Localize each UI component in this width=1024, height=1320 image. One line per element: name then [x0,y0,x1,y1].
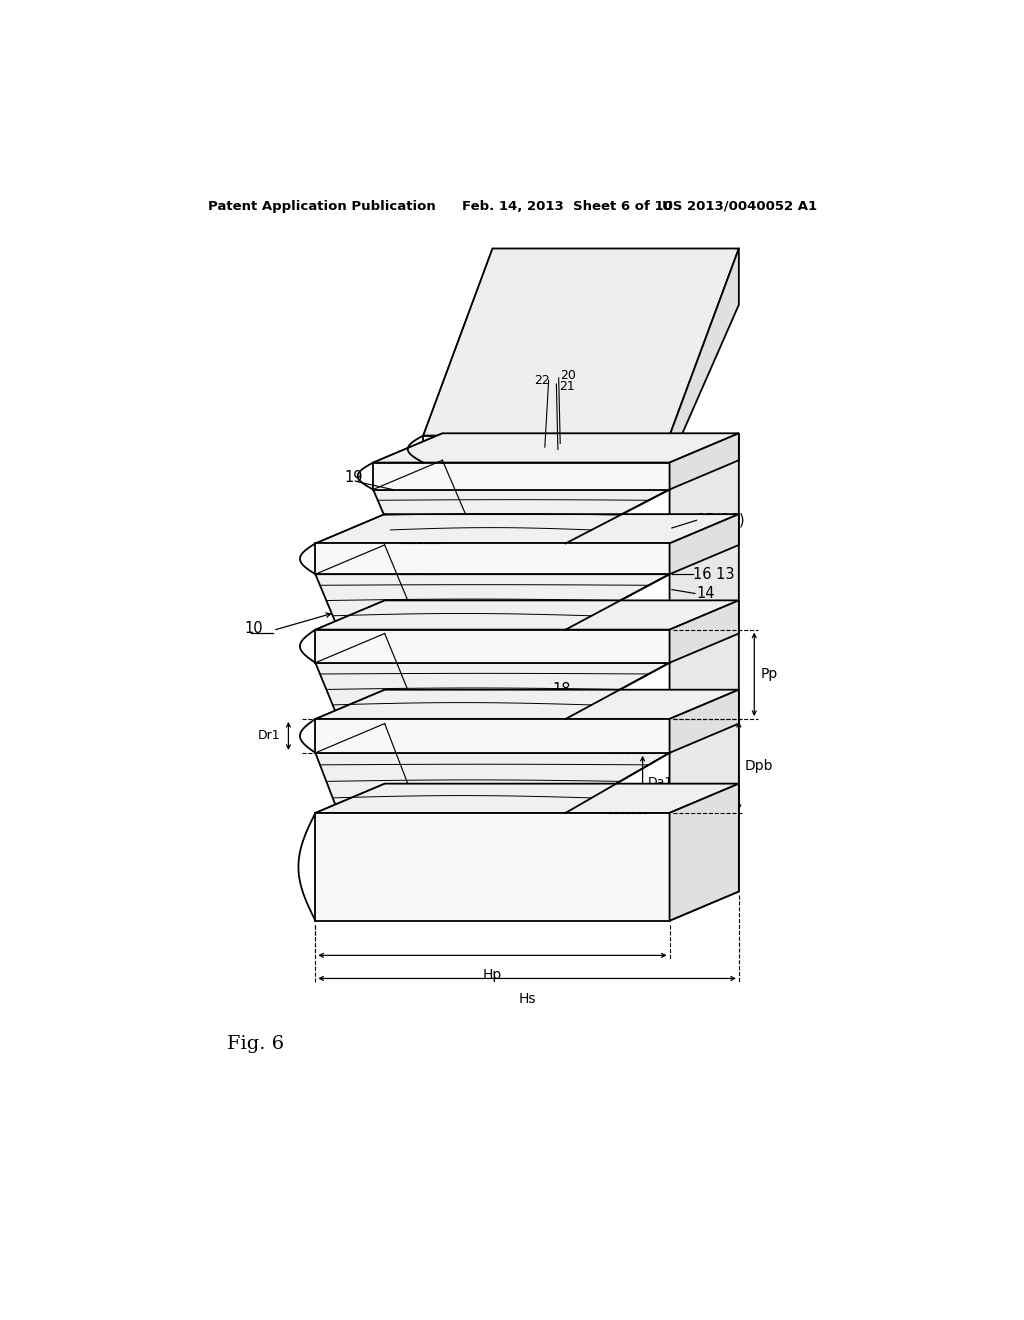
Text: Dpb: Dpb [745,759,773,774]
Text: Pp: Pp [761,668,777,681]
Polygon shape [423,436,670,462]
Text: Feb. 14, 2013  Sheet 6 of 10: Feb. 14, 2013 Sheet 6 of 10 [462,199,673,213]
Polygon shape [373,462,670,490]
Text: H2: H2 [490,548,509,561]
Polygon shape [315,719,670,752]
Text: Dpt: Dpt [403,552,425,565]
Polygon shape [315,630,670,663]
Text: Hs: Hs [518,991,536,1006]
Text: Hp: Hp [483,969,502,982]
Polygon shape [670,689,739,752]
Text: 18: 18 [553,682,571,697]
Polygon shape [670,433,739,921]
Polygon shape [373,433,739,462]
Text: 21: 21 [559,380,575,393]
Text: 20: 20 [560,370,577,381]
Text: 14: 14 [696,586,715,601]
Text: Fig. 6: Fig. 6 [226,1035,284,1053]
Text: 12: 12 [568,692,587,708]
Text: $\theta$2: $\theta$2 [605,475,622,488]
Polygon shape [315,574,670,630]
Text: Dr1: Dr1 [258,730,281,742]
Polygon shape [423,248,739,436]
Polygon shape [670,433,739,490]
Polygon shape [315,813,670,921]
Text: Patent Application Publication: Patent Application Publication [208,199,435,213]
Polygon shape [670,515,739,574]
Polygon shape [670,784,739,921]
Polygon shape [315,752,670,813]
Text: Da1: Da1 [648,776,673,789]
Text: 22: 22 [535,374,550,387]
Polygon shape [315,689,739,719]
Text: 10: 10 [245,620,263,636]
Polygon shape [315,601,739,630]
Polygon shape [315,515,739,544]
Text: 19: 19 [345,470,364,486]
Polygon shape [315,663,670,719]
Polygon shape [670,601,739,663]
Text: 16 13: 16 13 [692,566,734,582]
Text: $\theta$1: $\theta$1 [614,466,631,479]
Polygon shape [670,248,739,462]
Text: US 2013/0040052 A1: US 2013/0040052 A1 [662,199,817,213]
Text: H1: H1 [437,544,455,557]
Polygon shape [315,544,670,574]
Polygon shape [315,784,739,813]
Text: 25(26): 25(26) [696,512,745,528]
Polygon shape [373,490,670,544]
